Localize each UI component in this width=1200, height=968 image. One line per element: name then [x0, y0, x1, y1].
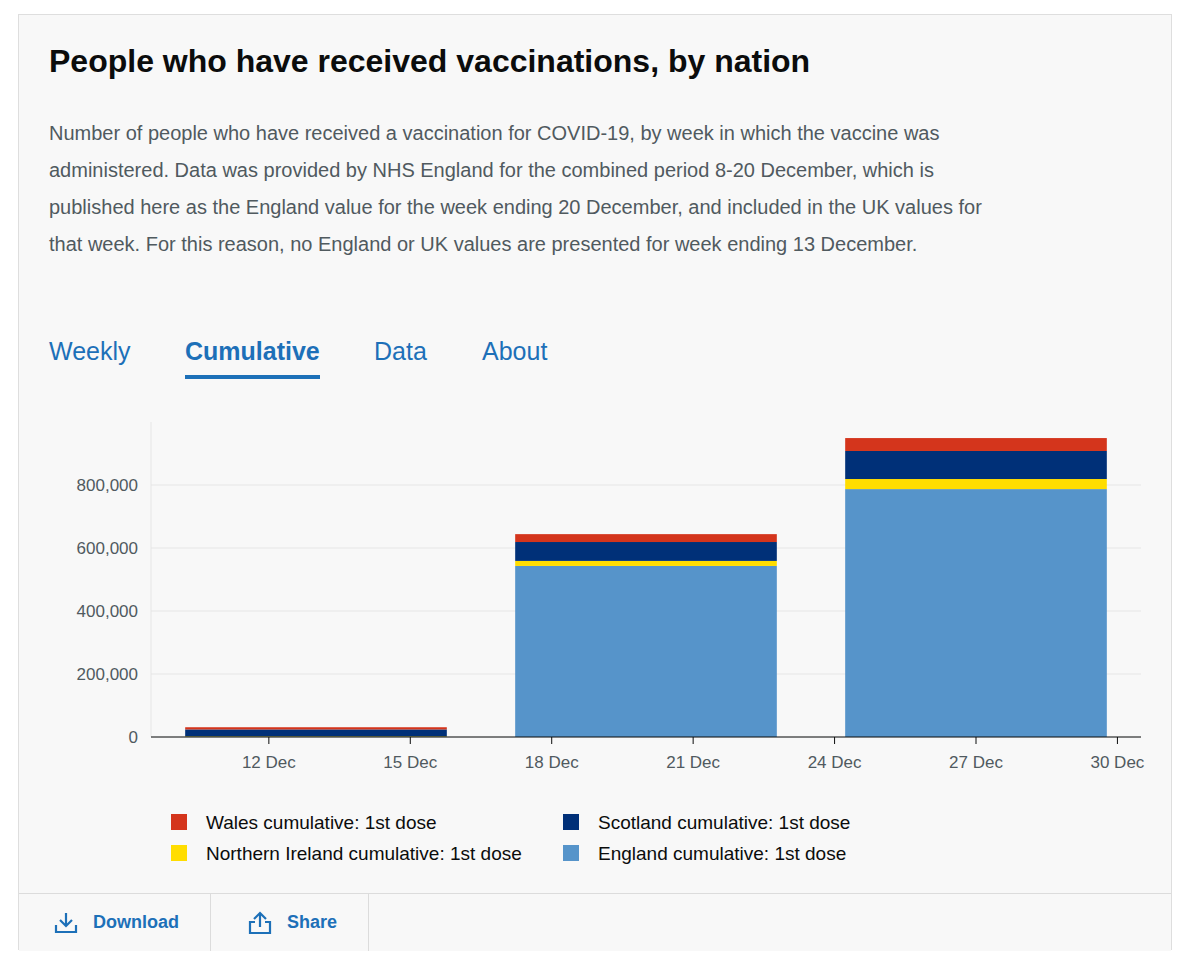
legend-label: Wales cumulative: 1st dose	[206, 812, 437, 833]
tab[interactable]: About	[482, 337, 547, 366]
chart: 0 200,000 400,000 600,000 800,000 12 Dec 15 De…	[19, 15, 1171, 885]
bar-segment	[845, 489, 1107, 737]
bars	[185, 438, 1107, 737]
separator	[210, 894, 211, 951]
bar-segment	[185, 727, 447, 729]
title: People who have received vaccinations, b…	[49, 43, 810, 80]
x-tick	[1117, 737, 1118, 744]
x-tick	[551, 737, 552, 744]
x-tick-label: 18 Dec	[525, 753, 579, 772]
x-tick	[693, 737, 694, 744]
action-button[interactable]: Download	[53, 894, 179, 951]
footer: Download Share	[19, 893, 1171, 951]
legend-label: Scotland cumulative: 1st dose	[598, 812, 850, 833]
x-tick	[976, 737, 977, 744]
x-tick	[410, 737, 411, 744]
description: Number of people who have received a vac…	[49, 115, 994, 263]
x-axis	[151, 737, 1141, 738]
bar-segment	[845, 438, 1107, 451]
tab[interactable]: Cumulative	[185, 337, 320, 366]
x-tick-label: 27 Dec	[949, 753, 1003, 772]
bar-segment	[515, 561, 777, 566]
bar-segment	[515, 534, 777, 542]
x-tick-label: 15 Dec	[383, 753, 437, 772]
action-label: Share	[287, 912, 337, 933]
x-tick-label: 21 Dec	[666, 753, 720, 772]
y-tick-label: 200,000	[77, 665, 138, 684]
grid-line	[151, 737, 1141, 738]
card: People who have received vaccinations, b…	[18, 14, 1172, 950]
bar-segment	[845, 451, 1107, 479]
x-tick-label: 30 Dec	[1090, 753, 1144, 772]
x-tick-label: 24 Dec	[808, 753, 862, 772]
action-icon	[53, 910, 79, 936]
legend-label: England cumulative: 1st dose	[598, 843, 846, 864]
legend-swatch	[563, 845, 579, 861]
separator	[368, 894, 369, 951]
y-tick-label: 600,000	[77, 539, 138, 558]
bar-segment	[845, 479, 1107, 489]
x-tick	[834, 737, 835, 744]
y-tick-label: 0	[129, 728, 138, 747]
legend-label: Northern Ireland cumulative: 1st dose	[206, 843, 522, 864]
bar-segment	[515, 542, 777, 561]
legend-swatch	[563, 814, 579, 830]
action-button[interactable]: Share	[247, 894, 337, 951]
tab[interactable]: Weekly	[49, 337, 131, 366]
bar-segment	[185, 729, 447, 736]
x-tick-label: 12 Dec	[242, 753, 296, 772]
tab[interactable]: Data	[374, 337, 427, 366]
y-axis	[151, 422, 152, 737]
bar-segment	[515, 566, 777, 737]
legend-swatch	[171, 814, 187, 830]
action-icon	[247, 910, 273, 936]
legend-swatch	[171, 845, 187, 861]
action-label: Download	[93, 912, 179, 933]
y-tick-label: 800,000	[77, 476, 138, 495]
y-tick-label: 400,000	[77, 602, 138, 621]
x-tick	[268, 737, 269, 744]
